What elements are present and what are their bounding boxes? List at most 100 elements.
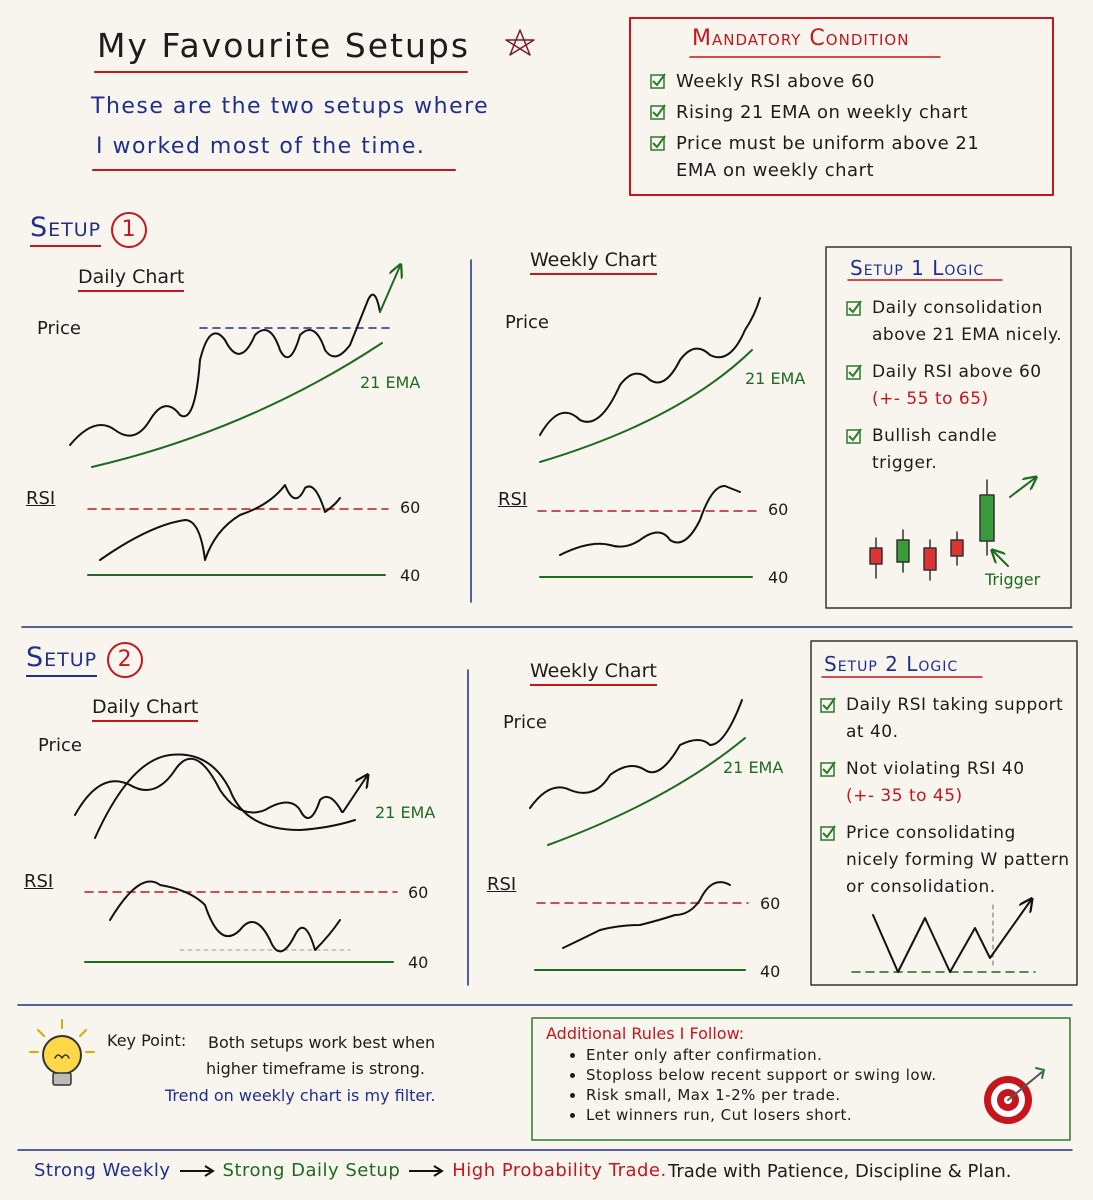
chart-title: Weekly Chart bbox=[530, 660, 657, 686]
checkbox bbox=[650, 136, 665, 151]
rsi-level: 40 bbox=[760, 962, 781, 981]
subtitle: These are the two setups where bbox=[91, 94, 490, 119]
key-point-text: higher timeframe is strong. bbox=[206, 1059, 425, 1078]
logic-item: Not violating RSI 40 (+- 35 to 45) bbox=[820, 756, 1070, 810]
item-body: Not violating RSI 40 (+- 35 to 45) bbox=[846, 756, 1025, 810]
flow-arrow bbox=[179, 1164, 215, 1177]
item-text: Price must be uniform above 21 EMA on we… bbox=[676, 133, 980, 181]
rsi-sketch bbox=[562, 881, 731, 949]
logic-item: Daily RSI taking support at 40. bbox=[820, 692, 1070, 746]
arrow bbox=[409, 1164, 445, 1177]
item-body: Bullish candle trigger. bbox=[872, 423, 1064, 477]
item-text: Daily RSI taking support at 40. bbox=[846, 695, 1064, 742]
setup-heading: Setup 2 bbox=[26, 642, 144, 678]
breakout-arrow bbox=[379, 266, 400, 313]
rule-item: Let winners run, Cut losers short. bbox=[586, 1106, 986, 1124]
rsi-level: 60 bbox=[760, 894, 781, 913]
flow-step: Strong Daily Setup bbox=[222, 1160, 401, 1181]
item-text: Bullish candle trigger. bbox=[872, 426, 998, 473]
checkmark bbox=[652, 73, 666, 87]
mandatory-box bbox=[629, 17, 1054, 196]
checkmark bbox=[848, 300, 862, 314]
rsi-level: 60 bbox=[768, 500, 789, 519]
rsi-label: RSI bbox=[26, 488, 56, 509]
checkbox bbox=[820, 762, 835, 777]
checkbox bbox=[846, 301, 861, 316]
item-text: Weekly RSI above 60 bbox=[676, 71, 875, 92]
checkmark bbox=[652, 135, 666, 149]
checkbox bbox=[846, 429, 861, 444]
motto: Trade with Patience, Discipline & Plan. bbox=[668, 1161, 1012, 1182]
checkmark bbox=[848, 428, 862, 442]
key-point-label: Key Point: bbox=[107, 1031, 187, 1050]
rsi-level: 60 bbox=[408, 883, 429, 902]
flow-arrow bbox=[409, 1164, 445, 1177]
mandatory-item: Price must be uniform above 21 EMA on we… bbox=[650, 130, 1020, 184]
price-sketch bbox=[69, 293, 381, 446]
key-point-text: Both setups work best when bbox=[208, 1033, 436, 1052]
item-body: Daily RSI taking support at 40. bbox=[846, 692, 1070, 746]
rules-list: Enter only after confirmation. Stoploss b… bbox=[540, 1046, 986, 1126]
rsi-label: RSI bbox=[487, 874, 517, 895]
w-pattern bbox=[872, 900, 1031, 973]
logic-title: Setup 1 Logic bbox=[850, 256, 985, 280]
logic-item: Daily consolidation above 21 EMA nicely. bbox=[846, 295, 1064, 349]
trigger-arrow bbox=[1009, 478, 1035, 498]
rsi-level: 40 bbox=[408, 953, 429, 972]
ema-label: 21 EMA bbox=[723, 758, 784, 777]
rule-item: Stoploss below recent support or swing l… bbox=[586, 1066, 986, 1084]
setup-number: 1 bbox=[111, 212, 148, 248]
flow-step: High Probability Trade. bbox=[452, 1160, 667, 1181]
checkbox bbox=[650, 105, 665, 120]
mandatory-item: Rising 21 EMA on weekly chart bbox=[650, 99, 1020, 126]
logic-item: Price consolidating nicely forming W pat… bbox=[820, 820, 1070, 901]
checkbox-icon bbox=[820, 825, 836, 841]
chart-title: Daily Chart bbox=[92, 696, 199, 722]
rsi-level: 40 bbox=[768, 568, 789, 587]
ema-label: 21 EMA bbox=[375, 803, 436, 822]
item-text: Rising 21 EMA on weekly chart bbox=[676, 102, 969, 123]
checkbox bbox=[650, 74, 665, 89]
mandatory-title: Mandatory Condition bbox=[692, 26, 910, 51]
logic-item: Bullish candle trigger. bbox=[846, 423, 1064, 477]
chart-title: Weekly Chart bbox=[530, 249, 657, 275]
ema-sketch bbox=[547, 737, 746, 846]
checkbox bbox=[820, 698, 835, 713]
checkmark bbox=[822, 761, 836, 775]
logic-box bbox=[810, 640, 1078, 986]
rsi-label: RSI bbox=[498, 489, 528, 510]
price-sketch bbox=[539, 297, 761, 436]
price-sketch bbox=[529, 699, 743, 809]
setup-label: Setup bbox=[30, 212, 102, 247]
setup-heading: Setup 1 bbox=[30, 212, 148, 248]
page-title: My Favourite Setups bbox=[97, 26, 471, 65]
checkbox-icon bbox=[820, 761, 836, 777]
checkbox-icon bbox=[846, 428, 862, 444]
mandatory-list: Weekly RSI above 60 Rising 21 EMA on week… bbox=[650, 68, 1020, 188]
target-icon bbox=[984, 1067, 1045, 1124]
star-icon bbox=[505, 29, 535, 56]
checkmark bbox=[848, 364, 862, 378]
rsi-label: RSI bbox=[24, 871, 54, 892]
checkbox-icon bbox=[650, 73, 666, 89]
flow-step: Strong Weekly bbox=[34, 1160, 171, 1181]
mandatory-item: Weekly RSI above 60 bbox=[650, 68, 1020, 95]
ema-label: 21 EMA bbox=[745, 369, 806, 388]
ema-sketch bbox=[91, 342, 383, 468]
item-text: Price consolidating nicely forming W pat… bbox=[846, 823, 1070, 897]
rsi-sketch bbox=[109, 880, 341, 953]
item-note: (+- 55 to 65) bbox=[872, 389, 989, 409]
price-label: Price bbox=[38, 735, 82, 756]
checkbox-icon bbox=[650, 135, 666, 151]
arrow bbox=[179, 1164, 215, 1177]
item-note: (+- 35 to 45) bbox=[846, 786, 963, 806]
logic-list: Daily RSI taking support at 40. Not viola… bbox=[820, 692, 1070, 911]
ema-sketch bbox=[539, 349, 753, 463]
ema-sketch bbox=[94, 753, 356, 839]
checkmark bbox=[822, 825, 836, 839]
checkmark bbox=[652, 104, 666, 118]
price-label: Price bbox=[37, 318, 81, 339]
rsi-sketch bbox=[559, 485, 741, 556]
setup-label: Setup bbox=[26, 642, 98, 677]
